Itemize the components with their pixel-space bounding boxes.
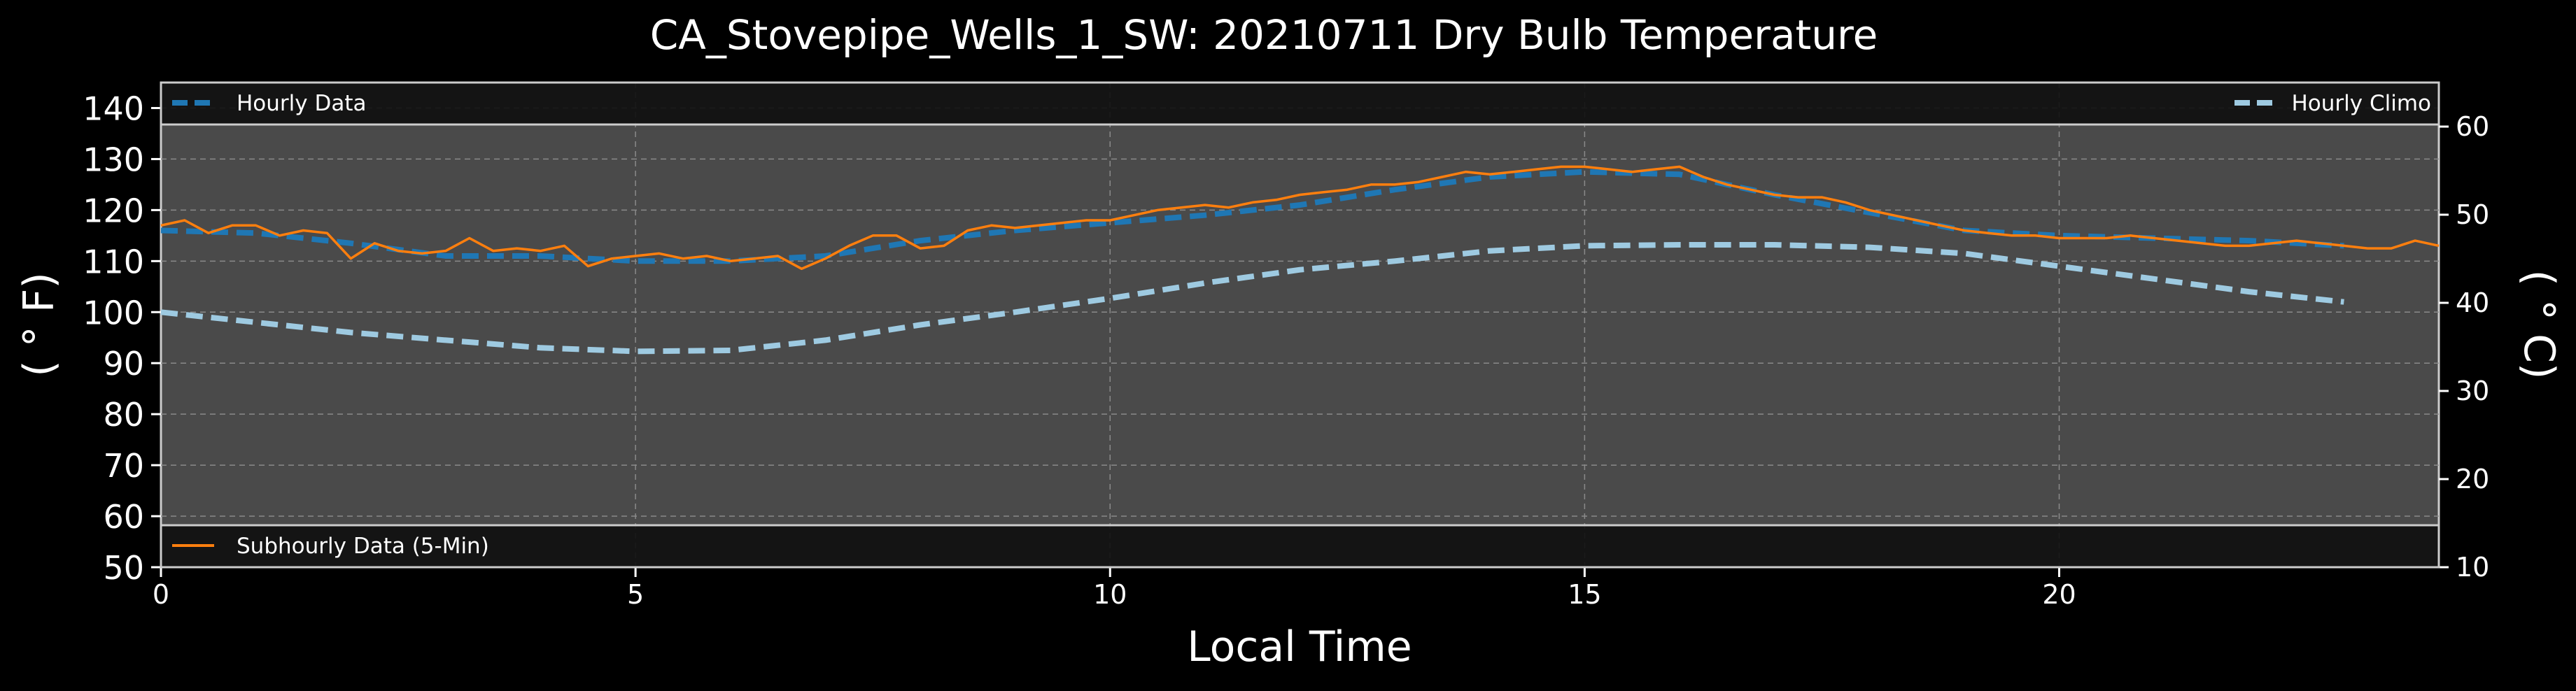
y-tick-label-right: 50 — [2456, 199, 2489, 230]
series-line-hourly-climo — [160, 242, 2344, 355]
x-tick-label: 20 — [2042, 579, 2076, 610]
y-tick-label-left: 90 — [103, 345, 144, 383]
top-legend-box — [160, 81, 2440, 126]
left-y-axis: 50 60 70 80 90 100 110 120 130 140 — [83, 90, 161, 587]
y-tick-label-right: 30 — [2456, 376, 2489, 406]
x-tick-label: 10 — [1093, 579, 1127, 610]
series-layer — [160, 165, 2440, 355]
y-tick-label-right: 60 — [2456, 111, 2489, 142]
y-tick-label-right: 40 — [2456, 287, 2489, 318]
left-y-axis-label: ( ° F) — [15, 272, 64, 376]
x-tick-label: 0 — [153, 579, 169, 610]
legend-label-subhourly-data: Subhourly Data (5-Min) — [237, 534, 489, 559]
plot-area — [160, 81, 2440, 569]
chart-title: CA_Stovepipe_Wells_1_SW: 20210711 Dry Bu… — [650, 11, 1878, 59]
y-tick-label-left: 60 — [103, 498, 144, 536]
y-tick-label-left: 70 — [103, 447, 144, 485]
x-axis-label: Local Time — [1187, 622, 1412, 671]
bottom-legend-box — [160, 524, 2440, 569]
right-y-axis: 10 20 30 40 50 60 — [2439, 111, 2489, 583]
y-tick-label-left: 50 — [103, 549, 144, 587]
y-tick-label-right: 20 — [2456, 464, 2489, 494]
y-tick-label-left: 130 — [83, 141, 144, 178]
x-axis: 0 5 10 15 20 — [153, 567, 2076, 610]
series-line-hourly-data — [160, 169, 2344, 264]
series-line-subhourly-data-5-min — [160, 165, 2440, 271]
y-tick-label-left: 110 — [83, 243, 144, 280]
x-tick-label: 5 — [627, 579, 644, 610]
right-y-axis-label: ( ° C) — [2514, 270, 2563, 380]
y-tick-label-left: 120 — [83, 192, 144, 229]
legend-label-hourly-data: Hourly Data — [237, 91, 367, 116]
legend-label-hourly-climo: Hourly Climo — [2291, 91, 2431, 116]
x-tick-label: 15 — [1568, 579, 1601, 610]
y-tick-label-left: 80 — [103, 396, 144, 434]
y-tick-label-right: 10 — [2456, 552, 2489, 583]
y-tick-label-left: 100 — [83, 294, 144, 332]
y-tick-label-left: 140 — [83, 90, 144, 127]
